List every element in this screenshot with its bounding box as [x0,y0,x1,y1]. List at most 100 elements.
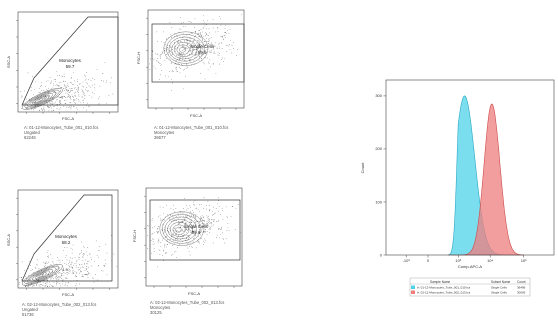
event-dot [172,204,174,206]
event-dot [194,220,195,221]
event-dot [211,43,213,45]
event-dot [25,276,27,277]
event-dot [161,239,163,241]
event-dot [80,267,81,269]
event-dot [50,107,52,109]
event-dot [198,41,200,43]
event-dot [186,229,188,230]
event-dot [178,235,179,236]
plot-frame [147,9,245,109]
event-dot [56,71,57,73]
event-dot [84,263,86,264]
event-dot [75,263,77,265]
event-dot [189,60,191,62]
event-dot [169,47,171,48]
event-dot [189,213,190,214]
event-dot [159,215,161,217]
event-dot [59,97,61,99]
event-dot [61,96,63,97]
event-dot [68,91,70,93]
event-dot [71,267,73,269]
event-dot [230,39,231,41]
event-dot [61,97,63,99]
event-dot [85,78,87,80]
event-dot [192,53,194,54]
event-dot [188,228,189,230]
event-dot [70,247,72,249]
event-dot [182,221,183,222]
event-dot [178,40,179,42]
event-dot [92,84,93,86]
event-dot [164,231,165,233]
legend-header-sample: Sample Name [430,280,450,284]
event-dot [83,276,84,277]
event-dot [58,272,60,273]
event-dot [36,283,37,285]
event-dot [170,34,172,36]
event-dot [116,265,118,267]
event-dot [182,59,184,60]
event-dot [88,271,89,273]
event-dot [27,283,28,284]
event-dot [69,261,70,263]
event-dot [94,78,96,80]
event-dot [201,226,203,228]
event-dot [213,214,214,215]
event-dot [68,272,70,274]
event-dot [223,238,225,240]
event-dot [88,105,90,107]
event-dot [82,253,84,255]
event-dot [177,71,178,72]
event-dot [193,27,195,28]
event-dot [58,95,59,97]
event-dot [203,223,205,225]
event-dot [69,96,71,97]
event-dot [182,230,183,231]
event-dot [70,105,72,107]
event-dot [88,267,89,269]
event-dot [174,48,176,50]
event-dot [194,47,196,48]
event-dot [168,216,170,218]
event-dot [158,249,160,251]
event-dot [199,42,200,44]
event-dot [200,234,201,236]
event-dot [163,31,164,33]
event-dot [216,234,218,236]
event-dot [190,242,191,244]
event-dot [158,226,160,228]
event-dot [168,228,170,230]
event-dot [203,27,205,28]
event-dot [188,224,190,226]
event-dot [162,224,163,226]
event-dot [53,278,54,279]
event-dot [57,85,59,86]
event-dot [205,229,206,230]
event-dot [203,63,205,65]
event-dot [207,222,208,224]
event-dot [172,245,173,246]
event-dot [202,41,204,43]
event-dot [181,50,183,51]
event-dot [191,46,193,47]
event-dot [55,274,57,275]
density-contour [34,272,47,279]
event-dot [73,106,75,107]
event-dot [190,58,192,60]
event-dot [66,263,68,265]
event-dot [157,231,159,233]
event-dot [162,255,163,256]
event-dot [171,27,173,28]
event-dot [28,267,29,269]
event-dot [170,45,172,47]
event-dot [220,41,222,43]
event-dot [83,102,84,104]
event-dot [70,108,72,110]
event-dot [198,220,200,222]
event-dot [198,39,200,41]
event-dot [60,275,62,277]
event-dot [51,285,52,287]
event-dot [86,82,87,84]
event-dot [195,216,196,217]
